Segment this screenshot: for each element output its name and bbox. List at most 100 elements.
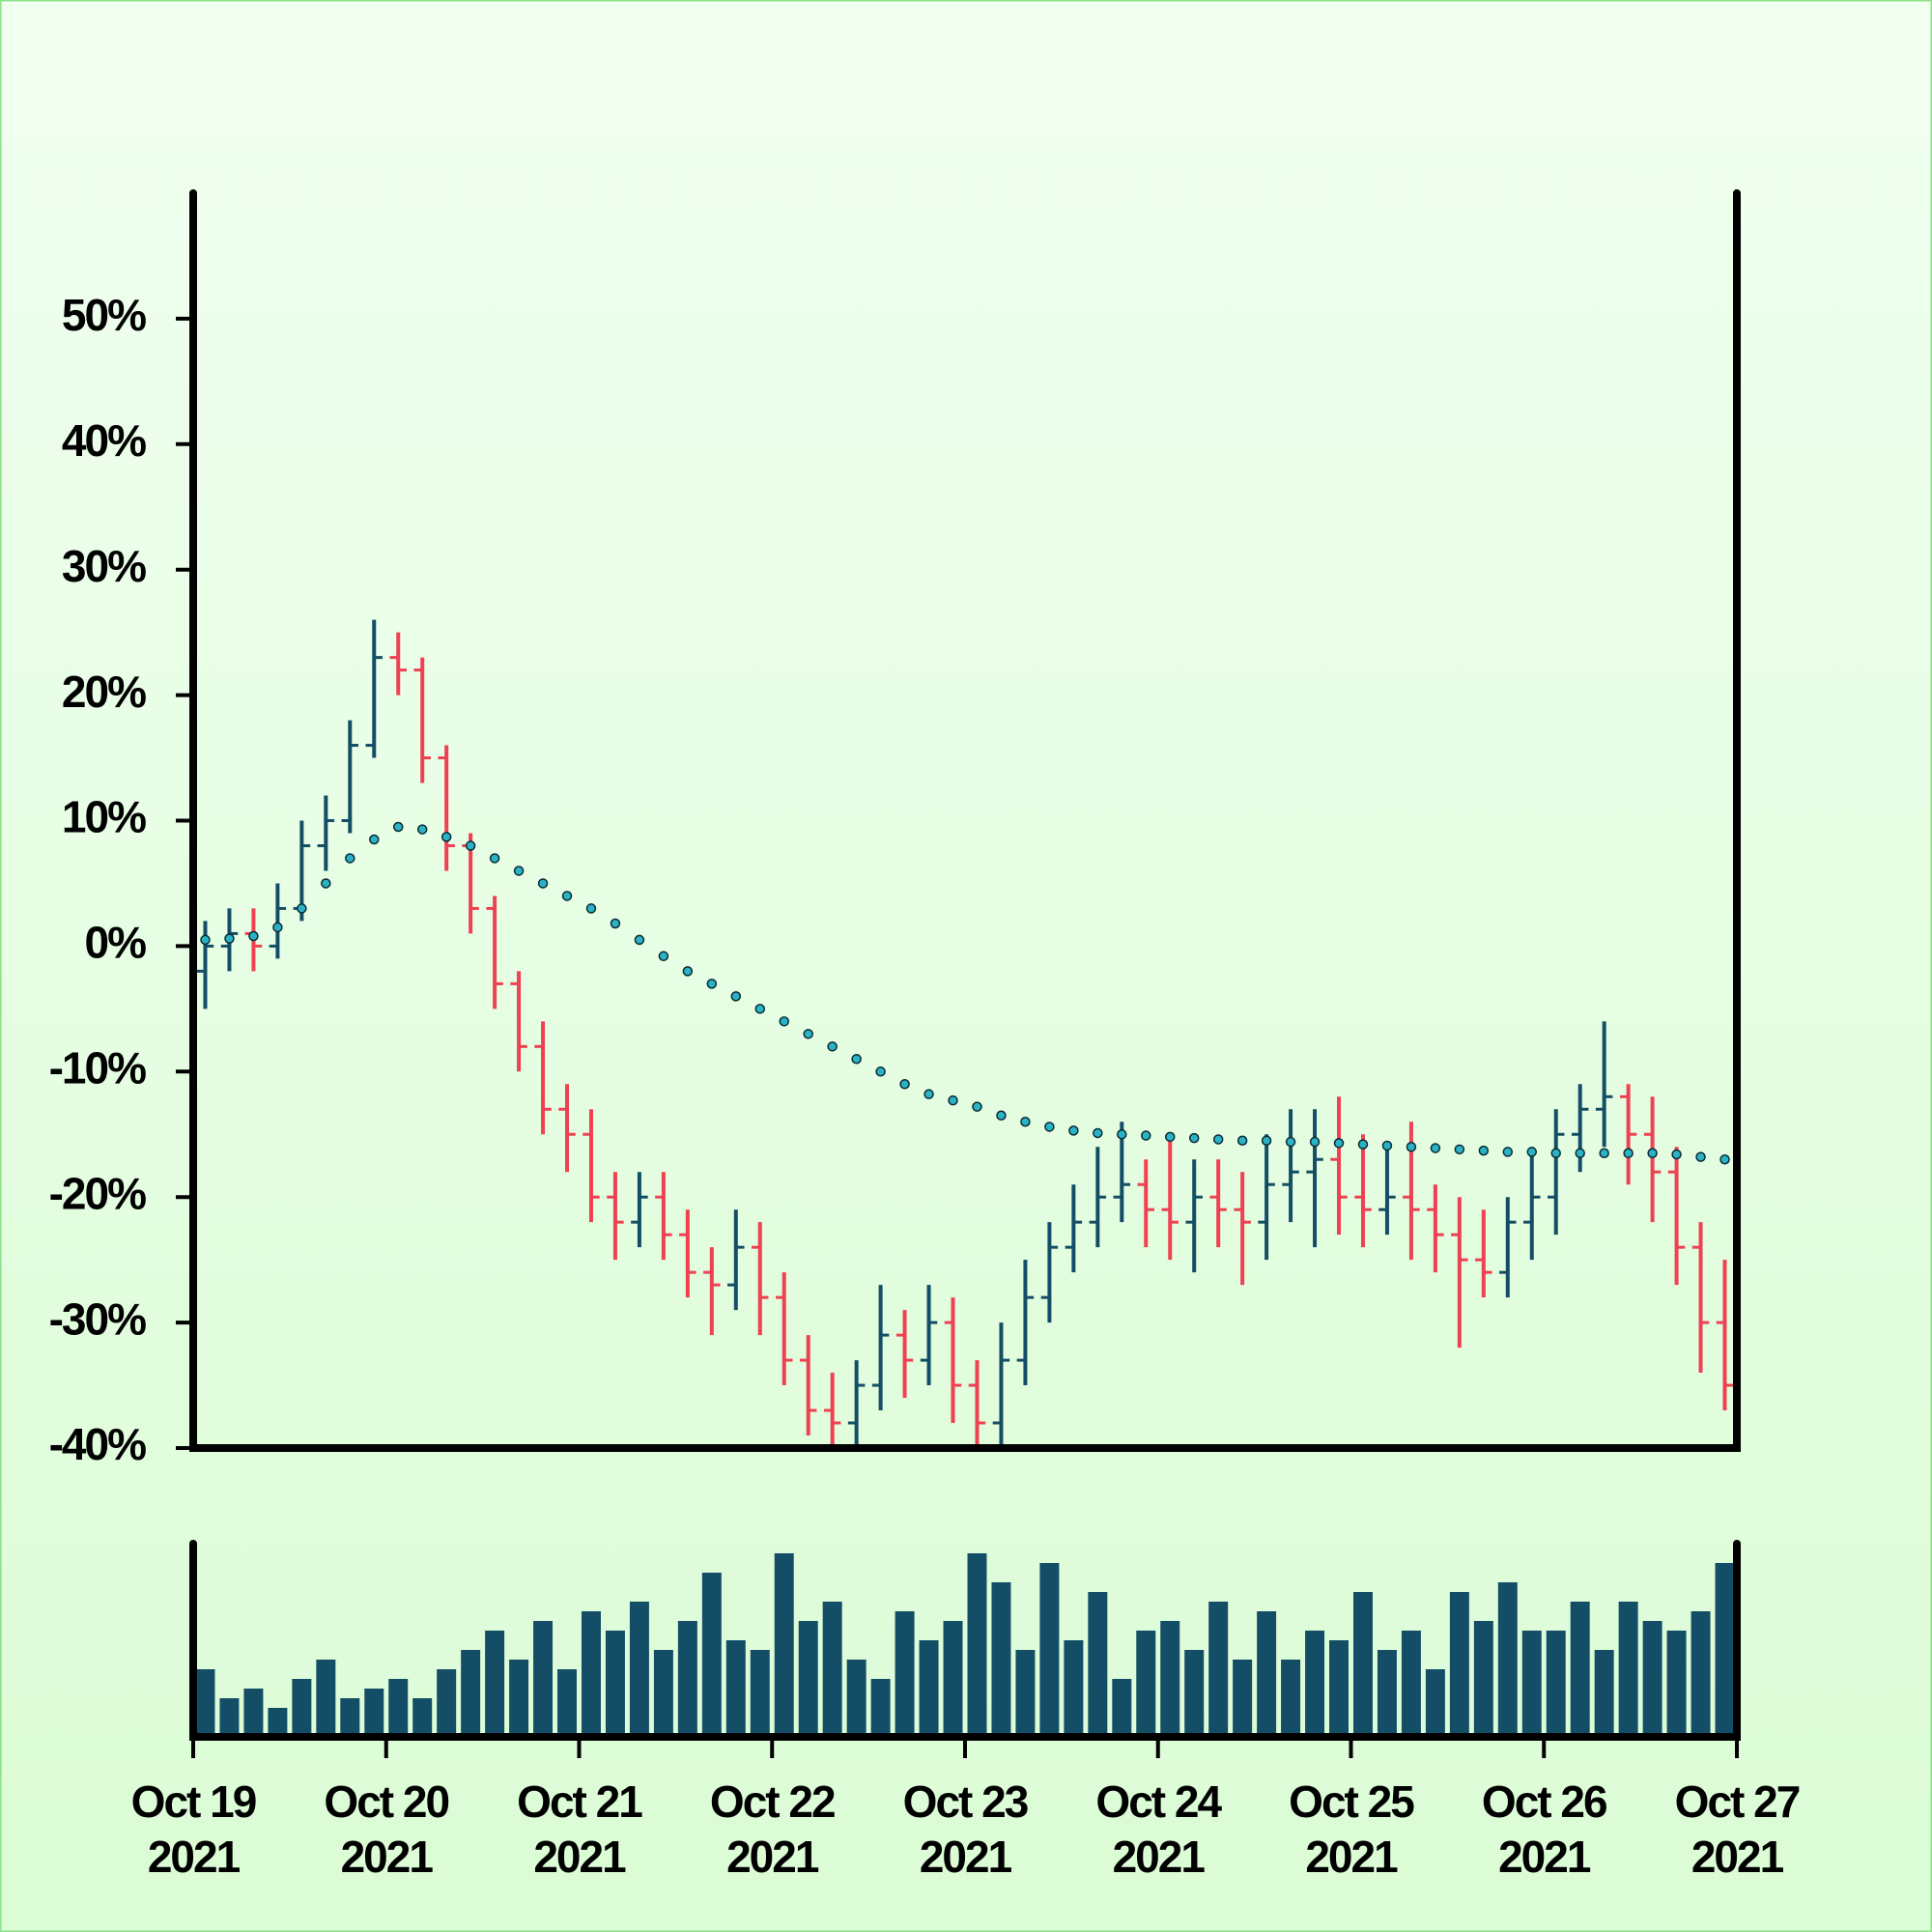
x-tick-label: Oct 23 <box>903 1776 1028 1827</box>
ma-dot <box>1381 1140 1393 1151</box>
ma-dot <box>1575 1148 1585 1158</box>
ma-dot <box>200 934 211 946</box>
volume-bar <box>1715 1563 1735 1737</box>
ma-dot <box>1526 1147 1538 1157</box>
volume-bar <box>340 1698 360 1737</box>
y-tick-label: 10% <box>62 792 146 842</box>
volume-bar <box>412 1698 433 1737</box>
volume-bar <box>822 1602 842 1737</box>
ma-dot <box>272 922 283 933</box>
ma-dot <box>610 918 621 929</box>
ma-dot <box>1671 1149 1682 1160</box>
y-tick-label: 0% <box>85 918 147 968</box>
volume-bar <box>1377 1650 1397 1737</box>
ma-dot <box>1502 1147 1514 1157</box>
y-tick-label: 40% <box>62 415 146 466</box>
x-tick-year: 2021 <box>148 1832 241 1882</box>
x-tick-label: Oct 21 <box>517 1776 642 1827</box>
ma-dot <box>1285 1136 1296 1148</box>
ma-dot <box>345 853 355 864</box>
volume-bar <box>1112 1679 1132 1737</box>
ma-dot <box>779 1016 789 1027</box>
ma-dot <box>392 821 404 833</box>
volume-bar <box>629 1602 649 1737</box>
volume-bar <box>1570 1602 1590 1737</box>
ma-dot <box>1333 1138 1345 1149</box>
volume-bar <box>509 1660 529 1737</box>
volume-bar <box>1473 1621 1493 1737</box>
ma-dot <box>440 832 452 842</box>
y-tick-label: -20% <box>49 1168 146 1218</box>
ma-dot <box>248 930 259 942</box>
ma-dot <box>1623 1148 1634 1158</box>
volume-bar <box>388 1679 409 1737</box>
ma-dot <box>923 1089 934 1099</box>
volume-bar <box>774 1553 794 1737</box>
x-tick-year: 2021 <box>1113 1832 1206 1882</box>
volume-bar <box>1184 1650 1205 1737</box>
volume-bar <box>1064 1640 1084 1737</box>
ma-dot <box>1093 1127 1103 1139</box>
volume-bar <box>1618 1602 1638 1737</box>
volume-bar <box>605 1631 625 1737</box>
volume-bar <box>533 1621 554 1737</box>
volume-bar <box>461 1650 481 1737</box>
volume-bar <box>677 1621 697 1737</box>
ma-dot <box>803 1029 813 1039</box>
volume-bar <box>1281 1660 1301 1737</box>
volume-bar <box>1160 1621 1180 1737</box>
volume-bar <box>243 1689 264 1737</box>
volume-bar <box>1401 1631 1421 1737</box>
volume-bar <box>1521 1631 1542 1737</box>
ma-dot <box>730 991 742 1002</box>
ma-dot <box>1406 1141 1417 1152</box>
x-tick-year: 2021 <box>920 1832 1012 1882</box>
axis-spines <box>189 189 1741 1452</box>
ma-dot <box>658 951 669 962</box>
ma-dot <box>1068 1125 1079 1136</box>
ma-dot <box>1647 1148 1658 1158</box>
x-tick-year: 2021 <box>1498 1832 1591 1882</box>
x-tick-label: Oct 19 <box>131 1776 256 1827</box>
volume-bar <box>798 1621 818 1737</box>
volume-bar <box>1666 1631 1687 1737</box>
ma-dot <box>513 866 525 876</box>
ma-dot <box>851 1054 862 1065</box>
ma-dot <box>899 1079 910 1090</box>
y-tick-label: -10% <box>49 1042 146 1093</box>
x-tick-label: Oct 22 <box>710 1776 835 1827</box>
volume-bar <box>485 1631 505 1737</box>
volume-bar <box>1594 1650 1614 1737</box>
volume-bar <box>1642 1621 1662 1737</box>
x-tick-label: Oct 27 <box>1675 1776 1800 1827</box>
ma-dot <box>996 1110 1007 1122</box>
volume-bar <box>870 1679 891 1737</box>
ma-dot <box>1599 1148 1609 1158</box>
volume-bar <box>316 1660 336 1737</box>
volume-bar <box>1208 1602 1229 1737</box>
ma-dot <box>1430 1143 1441 1153</box>
volume-bar <box>1233 1660 1253 1737</box>
ma-dot <box>634 934 645 946</box>
volume-bar <box>1449 1592 1469 1737</box>
ma-dot <box>1141 1130 1151 1141</box>
volume-bar <box>292 1679 312 1737</box>
volume-bar <box>725 1640 746 1737</box>
volume-bar <box>219 1698 240 1737</box>
ma-dot <box>827 1041 838 1052</box>
volume-bar <box>1352 1592 1373 1737</box>
ma-dot <box>1550 1148 1561 1158</box>
ma-dot <box>1478 1145 1490 1156</box>
volume-bar <box>581 1611 601 1737</box>
volume-bar <box>943 1621 963 1737</box>
ma-dot <box>224 933 235 944</box>
volume-bar <box>919 1640 939 1737</box>
y-tick-label: -30% <box>49 1293 146 1344</box>
ma-dot <box>465 840 476 851</box>
volume-bar <box>1690 1611 1711 1737</box>
x-tick-year: 2021 <box>533 1832 626 1882</box>
volume-bar <box>895 1611 915 1737</box>
volume-bar <box>1497 1582 1518 1737</box>
ma-dot <box>1357 1139 1369 1150</box>
